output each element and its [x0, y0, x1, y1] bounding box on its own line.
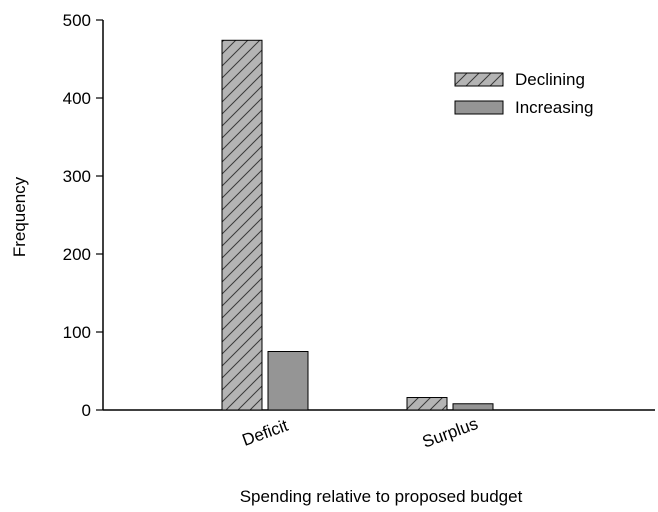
bar-declining-deficit [221, 39, 263, 411]
y-tick-label: 300 [63, 167, 91, 186]
bar-increasing-deficit [267, 351, 309, 411]
legend: Declining Increasing [454, 70, 593, 117]
bars [221, 39, 494, 411]
y-axis-label: Frequency [10, 176, 29, 257]
y-tick-label: 100 [63, 323, 91, 342]
bar-increasing-surplus [452, 403, 494, 411]
x-tick-label: Surplus [420, 414, 481, 452]
y-axis: 0 100 200 300 400 500 [63, 11, 104, 420]
x-axis: Deficit Surplus [103, 409, 655, 452]
x-tick-label: Deficit [240, 416, 291, 450]
y-tick-label: 0 [82, 401, 91, 420]
y-tick-label: 500 [63, 11, 91, 30]
y-tick-label: 400 [63, 89, 91, 108]
bar-declining-surplus [406, 397, 448, 411]
x-axis-label: Spending relative to proposed budget [240, 487, 523, 506]
y-tick-label: 200 [63, 245, 91, 264]
legend-swatch-increasing [454, 100, 504, 115]
legend-label-declining: Declining [515, 70, 585, 89]
legend-label-increasing: Increasing [515, 98, 593, 117]
legend-swatch-declining [454, 72, 504, 87]
